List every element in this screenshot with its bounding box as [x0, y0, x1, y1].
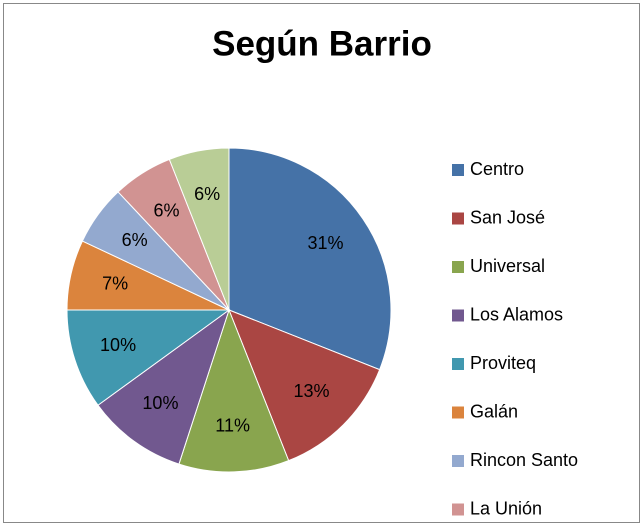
data-label: 11%	[215, 415, 250, 435]
data-label: 6%	[194, 184, 220, 204]
legend-label: Rincon Santo	[470, 450, 578, 470]
pie-slice	[66, 309, 231, 406]
legend-label: Proviteq	[470, 353, 536, 373]
chart-title: Según Barrio	[212, 24, 432, 63]
data-label: 10%	[100, 335, 136, 355]
data-label: 10%	[142, 393, 178, 413]
legend-label: Los Alamos	[470, 304, 563, 324]
data-label: 6%	[122, 230, 148, 250]
legend-swatch	[452, 455, 464, 467]
pie-slice	[97, 308, 230, 465]
legend-swatch	[452, 212, 464, 225]
legend-swatch	[452, 503, 464, 516]
pie-slice	[228, 309, 381, 462]
pie-slice	[178, 308, 290, 473]
data-label: 13%	[293, 381, 329, 401]
legend-label: La Unión	[470, 498, 542, 518]
legend-swatch	[452, 309, 464, 322]
legend-swatch	[452, 261, 464, 273]
pie-slice	[168, 147, 230, 311]
data-label: 31%	[307, 233, 343, 253]
legend-swatch	[452, 358, 464, 370]
legend-label: Galán	[470, 401, 518, 421]
data-label: 6%	[153, 200, 179, 220]
legend-swatch	[452, 164, 464, 176]
legend-swatch	[452, 406, 464, 419]
pie-slice	[228, 147, 392, 371]
data-label: 7%	[102, 273, 128, 293]
legend-label: San José	[470, 207, 545, 227]
legend-label: Universal	[470, 256, 545, 276]
legend-label: Centro	[470, 159, 524, 179]
